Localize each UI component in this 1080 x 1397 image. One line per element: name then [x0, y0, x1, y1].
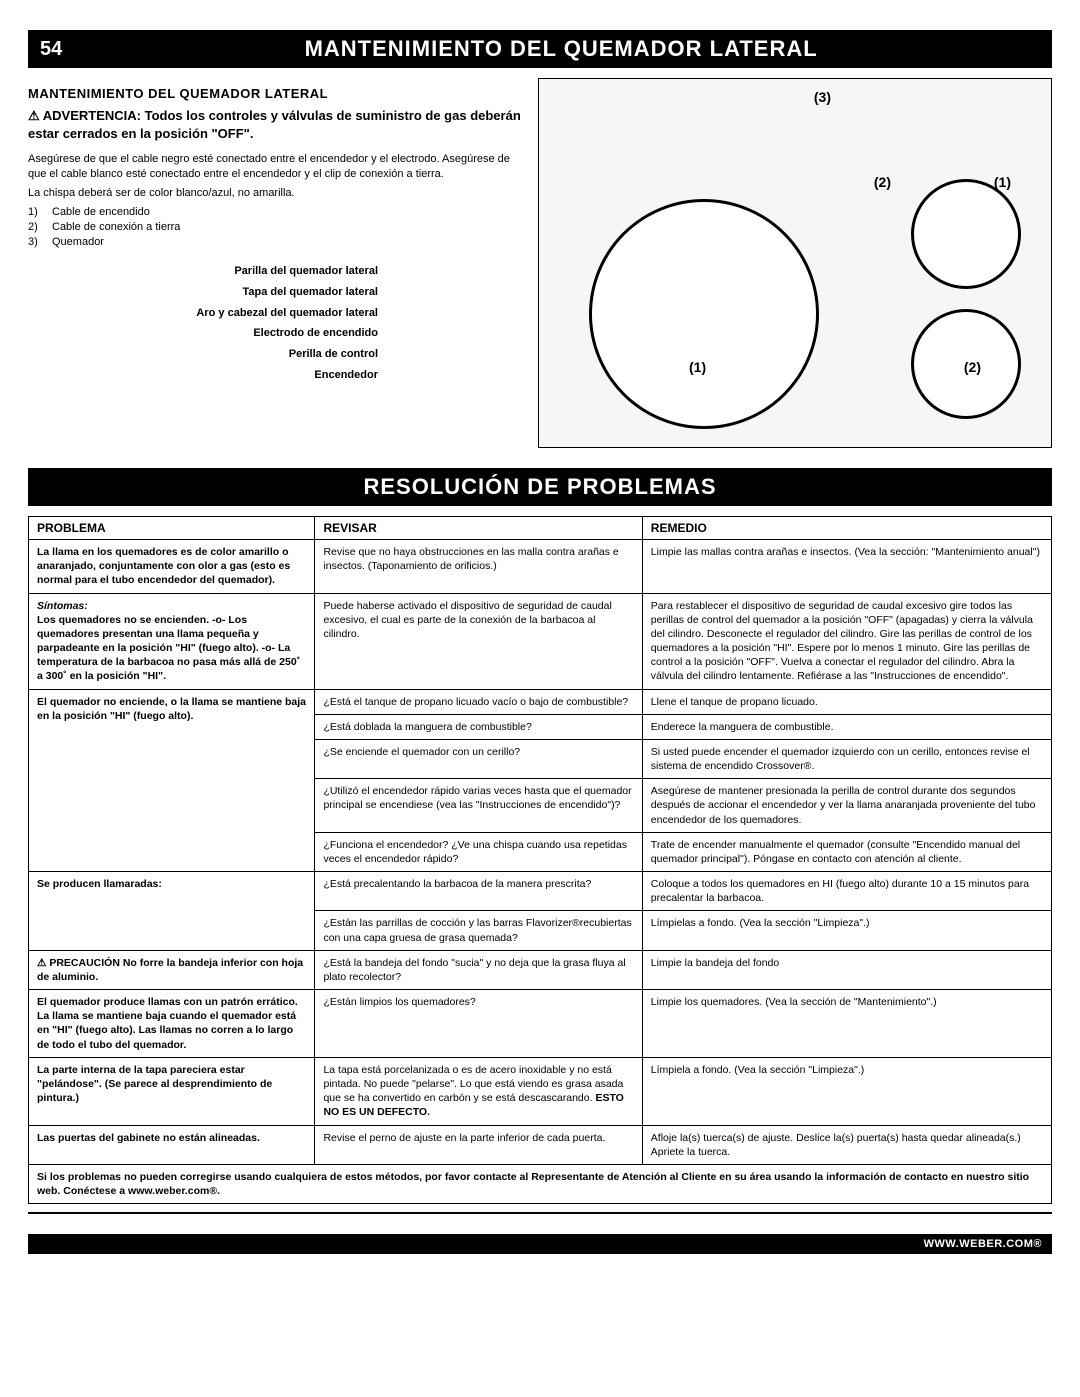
numbered-list: 1)Cable de encendido2)Cable de conexión …: [28, 205, 528, 251]
cell-remedio: Para restablecer el dispositivo de segur…: [642, 593, 1051, 689]
part-labels: Parilla del quemador lateralTapa del que…: [28, 261, 528, 386]
cell-remedio: Coloque a todos los quemadores en HI (fu…: [642, 872, 1051, 911]
table-row: El quemador no enciende, o la llama se m…: [29, 689, 1052, 714]
part-label: Encendedor: [28, 365, 378, 386]
cell-problema: La llama en los quemadores es de color a…: [29, 540, 315, 594]
table-row: Se producen llamaradas:¿Está precalentan…: [29, 872, 1052, 911]
troubleshoot-table: PROBLEMA REVISAR REMEDIO La llama en los…: [28, 516, 1052, 1204]
cell-remedio: Límpiela a fondo. (Vea la sección "Limpi…: [642, 1057, 1051, 1125]
table-footnote-row: Si los problemas no pueden corregirse us…: [29, 1164, 1052, 1203]
footer-url: WWW.WEBER.COM®: [28, 1234, 1052, 1254]
cell-remedio: Si usted puede encender el quemador izqu…: [642, 739, 1051, 778]
cell-problema: ⚠ PRECAUCIÓN No forre la bandeja inferio…: [29, 950, 315, 989]
cell-revisar: ¿Está doblada la manguera de combustible…: [315, 714, 642, 739]
list-item: 2)Cable de conexión a tierra: [28, 220, 528, 235]
maintenance-section: MANTENIMIENTO DEL QUEMADOR LATERAL ⚠ ADV…: [28, 78, 1052, 448]
table-row: El quemador produce llamas con un patrón…: [29, 990, 1052, 1058]
diagram-panel: (3) (2) (1) (1) (2): [538, 78, 1052, 448]
body-paragraph-1: Asegúrese de que el cable negro esté con…: [28, 152, 528, 182]
cell-problema: La parte interna de la tapa pareciera es…: [29, 1057, 315, 1125]
warning-text: ⚠ ADVERTENCIA: Todos los controles y vál…: [28, 107, 528, 142]
cell-remedio: Llene el tanque de propano licuado.: [642, 689, 1051, 714]
cell-remedio: Afloje la(s) tuerca(s) de ajuste. Deslic…: [642, 1125, 1051, 1164]
maintenance-text-column: MANTENIMIENTO DEL QUEMADOR LATERAL ⚠ ADV…: [28, 78, 528, 448]
cell-remedio: Trate de encender manualmente el quemado…: [642, 832, 1051, 871]
part-label: Parilla del quemador lateral: [28, 261, 378, 282]
list-item: 1)Cable de encendido: [28, 205, 528, 220]
part-label: Aro y cabezal del quemador lateral: [28, 303, 378, 324]
cell-revisar: ¿Están limpios los quemadores?: [315, 990, 642, 1058]
cell-problema: Se producen llamaradas:: [29, 872, 315, 951]
table-row: La llama en los quemadores es de color a…: [29, 540, 1052, 594]
troubleshoot-title: RESOLUCIÓN DE PROBLEMAS: [40, 474, 1040, 500]
cell-problema: El quemador produce llamas con un patrón…: [29, 990, 315, 1058]
cell-remedio: Enderece la manguera de combustible.: [642, 714, 1051, 739]
col-header-remedio: REMEDIO: [642, 517, 1051, 540]
detail-circle-small-1: [911, 179, 1021, 289]
cell-remedio: Asegúrese de mantener presionada la peri…: [642, 779, 1051, 833]
body-paragraph-2: La chispa deberá ser de color blanco/azu…: [28, 186, 528, 201]
part-label: Electrodo de encendido: [28, 323, 378, 344]
detail-circle-large: [589, 199, 819, 429]
cell-problema: Las puertas del gabinete no están alinea…: [29, 1125, 315, 1164]
cell-revisar: Puede haberse activado el dispositivo de…: [315, 593, 642, 689]
table-footnote: Si los problemas no pueden corregirse us…: [29, 1164, 1052, 1203]
section-heading: MANTENIMIENTO DEL QUEMADOR LATERAL: [28, 86, 528, 101]
cell-remedio: Limpie los quemadores. (Vea la sección d…: [642, 990, 1051, 1058]
page-title: MANTENIMIENTO DEL QUEMADOR LATERAL: [82, 36, 1040, 62]
cell-revisar: ¿Está el tanque de propano licuado vacío…: [315, 689, 642, 714]
cell-remedio: Limpie las mallas contra arañas e insect…: [642, 540, 1051, 594]
cell-revisar: ¿Está la bandeja del fondo "sucia" y no …: [315, 950, 642, 989]
cell-revisar: ¿Están las parrillas de cocción y las ba…: [315, 911, 642, 950]
cell-revisar: Revise que no haya obstrucciones en las …: [315, 540, 642, 594]
cell-problema: Síntomas:Los quemadores no se encienden.…: [29, 593, 315, 689]
cell-revisar: ¿Se enciende el quemador con un cerillo?: [315, 739, 642, 778]
cell-remedio: Límpielas a fondo. (Vea la sección "Limp…: [642, 911, 1051, 950]
cell-revisar: Revise el perno de ajuste en la parte in…: [315, 1125, 642, 1164]
title-bar-main: 54 MANTENIMIENTO DEL QUEMADOR LATERAL: [28, 30, 1052, 68]
callout-2b: (2): [964, 359, 981, 375]
callout-3: (3): [814, 89, 831, 105]
part-label: Perilla de control: [28, 344, 378, 365]
cell-revisar: La tapa está porcelanizada o es de acero…: [315, 1057, 642, 1125]
callout-1b: (1): [689, 359, 706, 375]
table-row: ⚠ PRECAUCIÓN No forre la bandeja inferio…: [29, 950, 1052, 989]
list-item: 3)Quemador: [28, 235, 528, 250]
cell-revisar: ¿Está precalentando la barbacoa de la ma…: [315, 872, 642, 911]
table-row: Síntomas:Los quemadores no se encienden.…: [29, 593, 1052, 689]
title-bar-troubleshoot: RESOLUCIÓN DE PROBLEMAS: [28, 468, 1052, 506]
callout-2: (2): [874, 174, 891, 190]
table-row: La parte interna de la tapa pareciera es…: [29, 1057, 1052, 1125]
divider: [28, 1212, 1052, 1214]
part-label: Tapa del quemador lateral: [28, 282, 378, 303]
page-number: 54: [40, 38, 62, 61]
col-header-revisar: REVISAR: [315, 517, 642, 540]
table-row: Las puertas del gabinete no están alinea…: [29, 1125, 1052, 1164]
cell-revisar: ¿Utilizó el encendedor rápido varias vec…: [315, 779, 642, 833]
cell-revisar: ¿Funciona el encendedor? ¿Ve una chispa …: [315, 832, 642, 871]
cell-remedio: Limpie la bandeja del fondo: [642, 950, 1051, 989]
cell-problema: El quemador no enciende, o la llama se m…: [29, 689, 315, 872]
col-header-problema: PROBLEMA: [29, 517, 315, 540]
